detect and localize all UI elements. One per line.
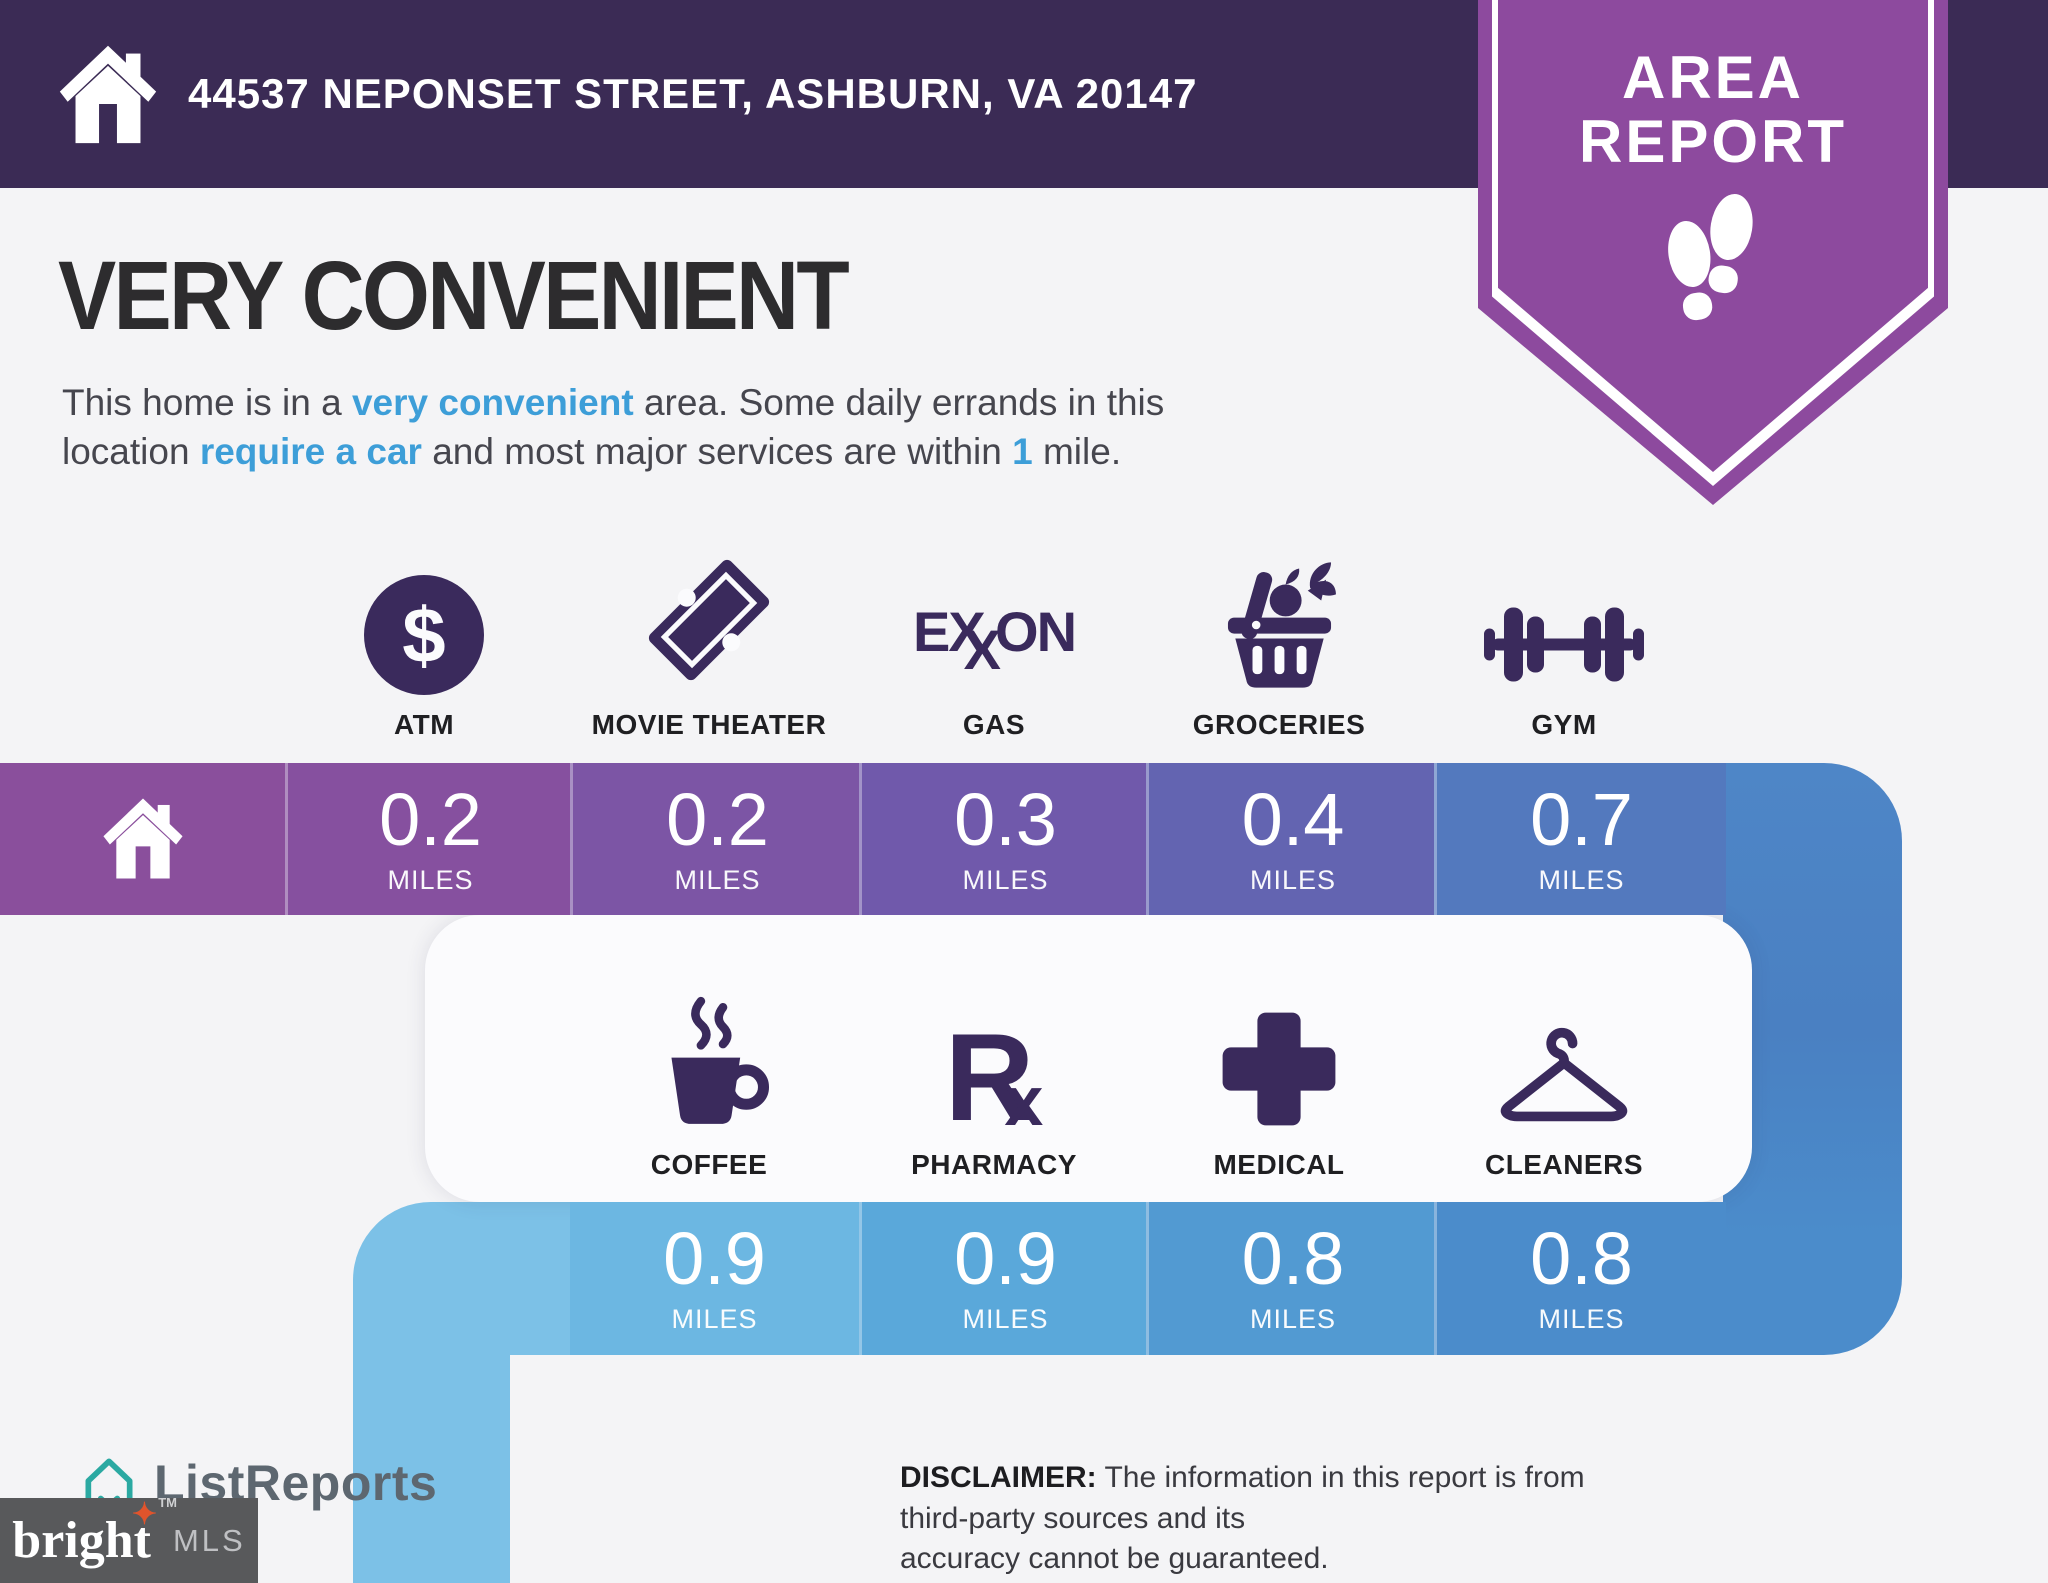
home-icon — [102, 798, 183, 879]
coffee-cup-icon — [642, 985, 777, 1135]
area-report-badge: AREA REPORT — [1478, 0, 1948, 505]
amenity-gym: GYM — [1419, 545, 1709, 741]
distance-segment-gym: 0.7 MILES — [1434, 763, 1726, 915]
mls-wordmark: MLS — [172, 1522, 246, 1558]
home-segment — [0, 763, 285, 915]
distance-segment-atm: 0.2 MILES — [285, 763, 573, 915]
distance-segment-gas: 0.3 MILES — [859, 763, 1149, 915]
highlight-one-mile: 1 — [1012, 431, 1033, 473]
movie-ticket-icon — [634, 545, 784, 695]
distance-segment-groceries: 0.4 MILES — [1146, 763, 1437, 915]
distance-segment-coffee: 0.9 MILES — [570, 1202, 859, 1355]
highlight-require-a-car: require a car — [199, 431, 422, 473]
badge-line2: REPORT — [1578, 108, 1848, 176]
badge-line1: AREA — [1621, 44, 1804, 111]
page-title: VERY CONVENIENT — [58, 241, 850, 350]
distance-segment-pharmacy: 0.9 MILES — [859, 1202, 1149, 1355]
amenity-movie-theater: MOVIE THEATER — [564, 545, 854, 741]
bright-wordmark: bright ✦ TM — [12, 1495, 177, 1569]
property-address: 44537 NEPONSET STREET, ASHBURN, VA 20147 — [188, 70, 1198, 117]
highlight-very-convenient: very convenient — [351, 382, 634, 423]
home-icon — [59, 45, 157, 144]
disclaimer: DISCLAIMER: The information in this repo… — [900, 1461, 1585, 1575]
hanger-icon — [1489, 985, 1639, 1135]
route-left-stripe — [353, 1330, 510, 1583]
bright-mls-logo: bright ✦ TM MLS — [0, 1495, 258, 1583]
distance-segment-movie-theater: 0.2 MILES — [570, 763, 862, 915]
amenity-groceries: GROCERIES — [1134, 545, 1424, 741]
route-right-bend — [1723, 763, 1902, 1355]
summary-line2: location require a car and most major se… — [62, 431, 1122, 473]
medical-cross-icon — [1213, 985, 1345, 1135]
footprints-icon — [1667, 194, 1753, 321]
exxon-logo: EXXON — [912, 600, 1077, 681]
dumbbell-icon — [1484, 545, 1644, 695]
amenity-gas: EXXON GAS — [849, 545, 1139, 741]
amenity-coffee: COFFEE — [564, 985, 854, 1181]
amenity-cleaners: CLEANERS — [1419, 985, 1709, 1181]
bright-star-icon: ✦ — [131, 1498, 157, 1531]
disclaimer-label: DISCLAIMER: — [900, 1461, 1097, 1494]
atm-dollar-icon: $ — [364, 545, 484, 695]
summary-text: This home is in a very convenient area. … — [62, 378, 1164, 476]
amenity-card-row2 — [425, 915, 1752, 1202]
amenity-atm: $ ATM — [279, 545, 569, 741]
badge-core: AREA REPORT — [1498, 0, 1928, 472]
badge-title: AREA REPORT — [1578, 44, 1848, 176]
amenity-medical: MEDICAL — [1134, 985, 1424, 1181]
route-left-bend — [353, 1202, 571, 1355]
summary-line1: This home is in a very convenient area. … — [62, 382, 1165, 423]
distance-segment-cleaners: 0.8 MILES — [1434, 1202, 1726, 1355]
distance-segment-medical: 0.8 MILES — [1146, 1202, 1437, 1355]
route-inner-notch — [510, 1355, 588, 1433]
grocery-basket-icon — [1212, 545, 1347, 695]
